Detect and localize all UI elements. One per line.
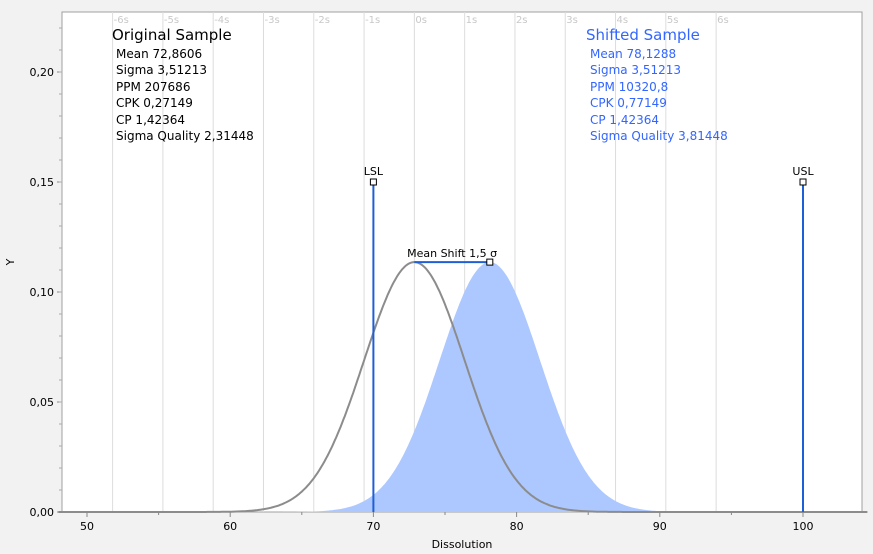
shifted-sigma: Sigma 3,51213 <box>590 63 682 77</box>
original-cp: CP 1,42364 <box>116 112 186 127</box>
original-mean: Mean 72,8606 <box>116 46 203 61</box>
spec-limit-label-usl: USL <box>792 165 814 178</box>
x-tick-label: 60 <box>223 520 237 533</box>
y-axis-label: Y <box>4 258 17 266</box>
y-tick-label: 0,15 <box>30 176 55 189</box>
sigma-label: -5s <box>164 15 179 26</box>
shifted-mean: Mean 78,1288 <box>590 46 677 61</box>
sigma-label: 2s <box>516 15 528 26</box>
sigma-label: -2s <box>315 15 330 26</box>
x-tick-label: 100 <box>793 520 814 533</box>
y-tick-label: 0,00 <box>30 506 55 519</box>
original-title: Original Sample <box>112 26 232 44</box>
y-tick-label: 0,10 <box>30 286 55 299</box>
sigma-label: 1s <box>466 15 478 26</box>
y-tick-label: 0,20 <box>30 66 55 79</box>
mean-shift-label: Mean Shift 1,5 σ <box>407 247 497 260</box>
sigma-label: -6s <box>114 15 129 26</box>
sigma-label: 3s <box>566 15 578 26</box>
sigma-label: -1s <box>365 15 380 26</box>
x-axis-label: Dissolution <box>432 538 493 551</box>
x-tick-label: 50 <box>80 520 94 533</box>
original-sigma-quality: Sigma Quality 2,31448 <box>116 129 254 143</box>
spec-limit-handle <box>369 178 377 186</box>
shifted-distribution-area <box>58 262 868 512</box>
original-distribution-line <box>58 261 868 513</box>
x-tick-label: 90 <box>653 520 667 533</box>
mean-shift-handle <box>486 258 494 266</box>
sigma-label: -3s <box>264 15 279 26</box>
original-ppm: PPM 207686 <box>116 79 191 94</box>
x-tick-label: 70 <box>366 520 380 533</box>
sigma-label: 4s <box>617 15 629 26</box>
original-sigma: Sigma 3,51213 <box>116 63 208 77</box>
sigma-label: 5s <box>667 15 679 26</box>
sigma-label: -4s <box>214 15 229 26</box>
sigma-label: 0s <box>415 15 427 26</box>
spec-limit-label-lsl: LSL <box>364 165 384 178</box>
sigma-label: 6s <box>717 15 729 26</box>
spec-limit-handle <box>799 178 807 186</box>
original-stats: Original Sample Mean 72,8606 Sigma 3,512… <box>112 27 254 145</box>
shifted-cp: CP 1,42364 <box>590 112 660 127</box>
shifted-stats: Shifted Sample Mean 78,1288 Sigma 3,5121… <box>586 27 728 145</box>
shifted-sigma-quality: Sigma Quality 3,81448 <box>590 129 728 143</box>
x-tick-label: 80 <box>510 520 524 533</box>
shifted-title: Shifted Sample <box>586 26 700 44</box>
shifted-ppm: PPM 10320,8 <box>590 79 669 94</box>
original-cpk: CPK 0,27149 <box>116 96 193 110</box>
y-tick-label: 0,05 <box>30 396 55 409</box>
shifted-cpk: CPK 0,77149 <box>590 96 667 110</box>
